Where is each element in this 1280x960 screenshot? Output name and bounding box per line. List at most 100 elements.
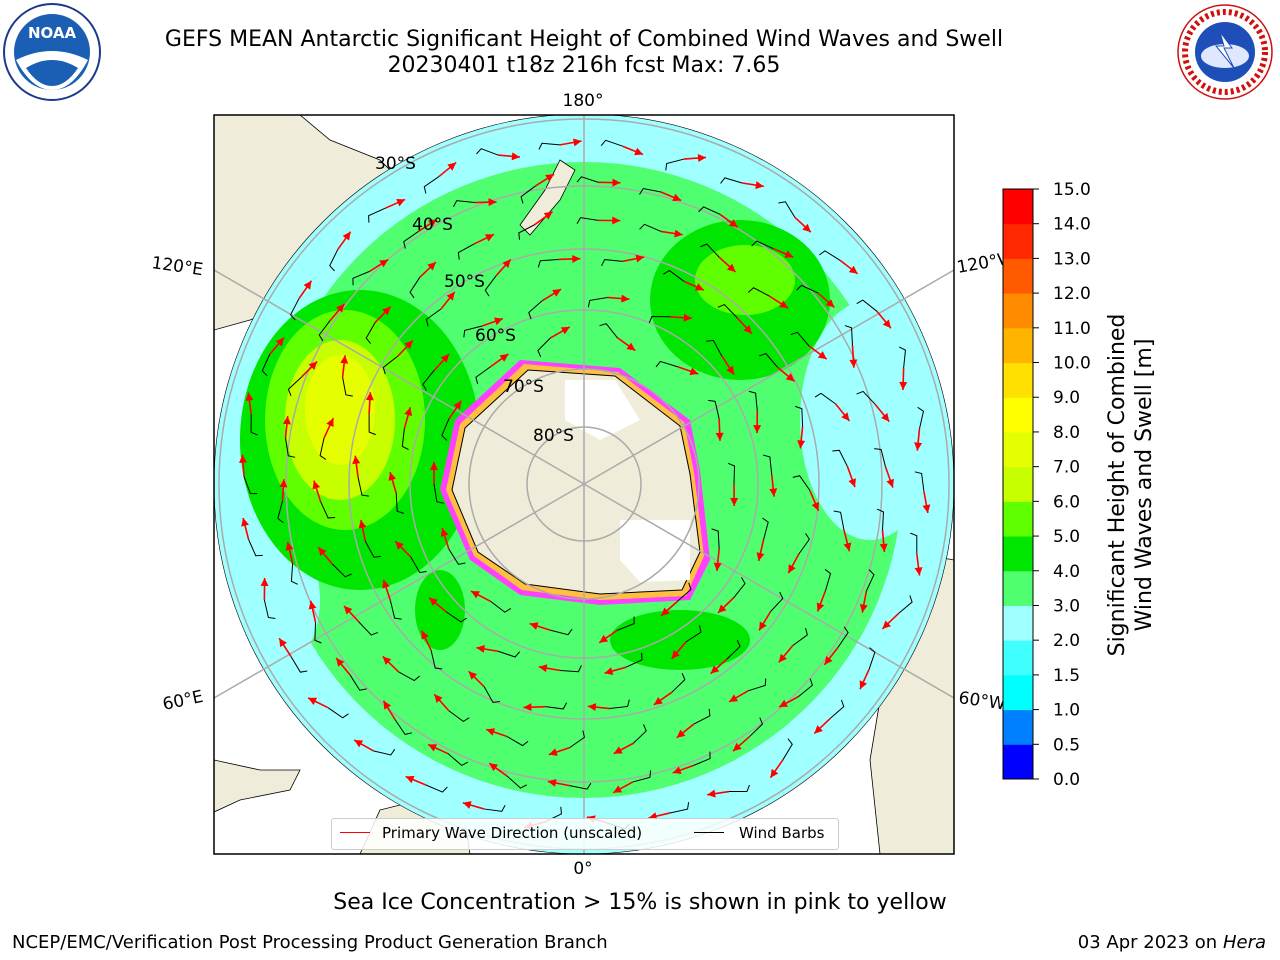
- wind-barb: [483, 686, 501, 704]
- wind-barb: [463, 325, 483, 338]
- wave-arrowhead: [502, 259, 511, 269]
- wave-arrowhead: [560, 326, 570, 335]
- wind-barb: [632, 770, 652, 783]
- wave-arrowhead: [336, 303, 345, 313]
- wind-barb: [569, 782, 592, 790]
- wave-arrowhead: [382, 306, 391, 316]
- wave-arrowhead: [689, 367, 699, 376]
- wave-arrowhead: [382, 579, 390, 589]
- wind-barb: [395, 493, 405, 514]
- wave-arrowhead: [694, 283, 704, 291]
- wave-arrowhead: [440, 354, 450, 363]
- wind-barb: [327, 707, 349, 719]
- wind-barb: [290, 563, 298, 585]
- wave-arrowhead: [318, 547, 327, 556]
- wave-arrowhead: [239, 454, 247, 464]
- colorbar-tick-label: 0.0: [1053, 770, 1080, 790]
- wind-barb: [747, 287, 770, 297]
- wave-arrowhead: [769, 488, 778, 497]
- wave-arrowhead: [548, 748, 558, 756]
- wind-barb: [287, 376, 302, 396]
- wave-arrowhead: [303, 280, 312, 290]
- wind-barb: [778, 201, 796, 218]
- wave-arrowhead: [573, 138, 582, 147]
- wind-barb: [837, 626, 849, 648]
- wind-barb: [382, 355, 398, 375]
- colorbar-segment: [1003, 536, 1033, 572]
- wave-arrowhead: [275, 337, 284, 347]
- wind-barb: [876, 508, 885, 530]
- wind-barb: [398, 671, 420, 682]
- wind-barb: [537, 258, 559, 268]
- wave-arrowhead: [881, 412, 890, 422]
- wave-arrowhead: [899, 381, 908, 391]
- colorbar-tick-label: 2.0: [1053, 631, 1080, 651]
- wind-barb: [453, 200, 475, 208]
- wave-arrowhead: [779, 699, 789, 708]
- map-legend: Primary Wave Direction (unscaled) Wind B…: [331, 818, 839, 850]
- wave-arrowhead: [308, 697, 318, 705]
- wave-arrowhead: [715, 432, 724, 441]
- colorbar-segment: [1003, 605, 1033, 641]
- wave-arrowhead: [511, 152, 520, 161]
- wind-barb: [248, 539, 263, 557]
- wave-arrowhead: [462, 801, 472, 809]
- wind-barb: [457, 243, 475, 260]
- wind-barb: [483, 805, 506, 812]
- colorbar-segment: [1003, 431, 1033, 468]
- wind-barb: [320, 501, 336, 519]
- wind-barb: [792, 627, 808, 646]
- wave-arrowhead: [468, 671, 478, 680]
- wind-barb: [917, 406, 925, 429]
- wave-arrowhead: [859, 604, 868, 613]
- wave-arrowhead: [759, 621, 767, 631]
- wave-arrowhead: [476, 645, 485, 653]
- wave-arrowhead: [382, 656, 392, 665]
- wave-arrowhead: [882, 319, 891, 329]
- graticule: [214, 115, 954, 854]
- wind-barb: [727, 462, 736, 485]
- org-credit: NCEP/EMC/Verification Post Processing Pr…: [12, 932, 608, 953]
- wave-arrowhead: [733, 742, 742, 752]
- wave-arrowhead: [379, 259, 389, 268]
- wind-barb: [364, 541, 381, 558]
- wave-arrowhead: [613, 746, 623, 754]
- wave-arrowhead: [788, 564, 796, 574]
- wind-barb: [655, 360, 678, 368]
- wind-barb: [277, 500, 284, 524]
- wave-arrowhead: [388, 472, 397, 481]
- wave-arrowhead: [635, 254, 645, 263]
- colorbar-tick-label: 1.5: [1053, 666, 1080, 686]
- wind-barb: [599, 323, 618, 339]
- wind-barb: [795, 405, 804, 427]
- wind-barb: [497, 650, 521, 658]
- wave-arrowhead: [784, 250, 794, 258]
- lon-label-120e: 120°E: [150, 253, 204, 280]
- wave-arrowhead: [395, 541, 404, 550]
- colorbar-tick-label: 9.0: [1053, 388, 1080, 408]
- wind-barb: [790, 331, 810, 347]
- lat-label-60s: 60°S: [475, 326, 516, 346]
- wave-arrowhead: [621, 294, 630, 303]
- wind-barb: [357, 477, 369, 497]
- wind-barb: [617, 616, 635, 631]
- wind-barb: [698, 206, 721, 215]
- wind-barb: [329, 249, 339, 272]
- wave-arrowhead: [427, 262, 436, 271]
- wave-arrowhead: [848, 265, 858, 274]
- wind-barb: [782, 738, 793, 760]
- wave-arrowhead: [587, 703, 597, 712]
- wave-arrowhead: [572, 254, 581, 263]
- wave-arrowhead: [434, 694, 443, 703]
- wind-barb: [663, 269, 685, 282]
- wind-barb: [632, 724, 647, 744]
- wave-arrowhead: [340, 355, 349, 364]
- wave-arrowhead: [914, 567, 923, 576]
- wave-arrowhead: [671, 650, 680, 659]
- colorbar-tick-label: 13.0: [1053, 249, 1091, 269]
- wind-barb: [518, 224, 536, 240]
- colorbar-segment: [1003, 640, 1033, 676]
- issue-date: 03 Apr 2023 on Hera: [1078, 932, 1266, 953]
- wind-barb: [263, 599, 276, 620]
